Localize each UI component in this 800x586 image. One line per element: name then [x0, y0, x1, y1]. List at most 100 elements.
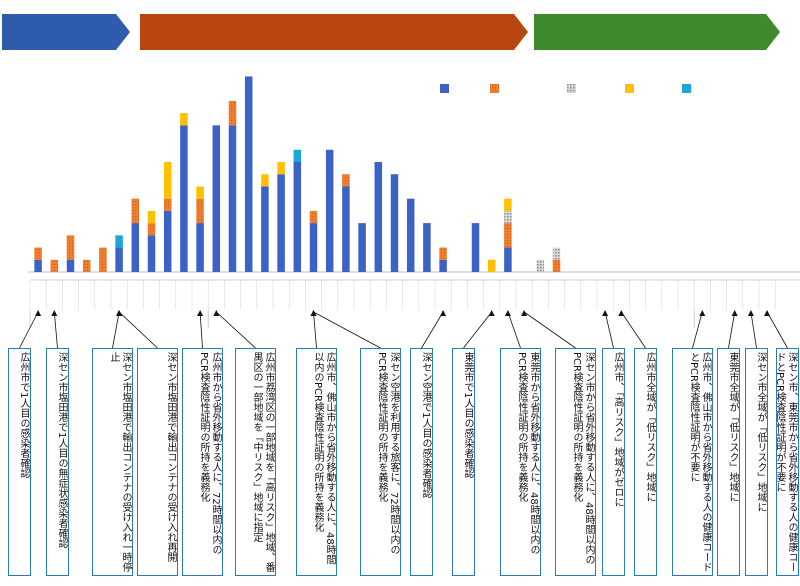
note-arrowhead — [747, 310, 754, 316]
bar-segment — [228, 100, 237, 126]
note-arrowhead — [504, 310, 511, 316]
bar-segment — [115, 235, 123, 248]
phase-arrow-1 — [2, 14, 130, 50]
bar-segment — [471, 223, 480, 272]
bar-segment — [196, 198, 204, 224]
event-note-18: 深セン市、東莞市から省外移動する人の健康コードとPCR検査陰性証明が不要に — [776, 348, 799, 576]
bar-segment — [261, 174, 269, 187]
bar-segment — [115, 247, 123, 272]
event-note-16: 東莞市全域が「低リスク」地域に — [717, 348, 740, 576]
legend-swatch — [625, 84, 634, 93]
bar-segment — [439, 259, 447, 272]
note-arrowhead — [51, 310, 58, 316]
bar-segment — [504, 198, 512, 211]
event-note-8: 深セン空港を利用する旅客に、72時間以内のPCR検査陰性証明の所持を義務化 — [360, 348, 401, 576]
note-connector — [216, 311, 256, 349]
bar-segment — [228, 125, 237, 272]
event-note-7: 広州市、佛山市から省外移動する人に、48時間以内のPCR検査陰性証明の所持を義務… — [296, 348, 337, 576]
event-note-10: 東莞市で1人目の感染者確認 — [452, 348, 475, 576]
note-connector — [112, 311, 120, 349]
bar-segment — [487, 259, 496, 272]
bar-segment — [147, 235, 156, 272]
note-arrowhead — [116, 310, 123, 316]
event-note-2: 深セン市塩田港で1人目の無症状感染者確認 — [46, 348, 69, 576]
note-arrowhead — [310, 310, 317, 316]
note-arrowhead — [521, 310, 528, 316]
note-connector — [463, 311, 493, 349]
bar-segment — [131, 223, 140, 272]
note-arrowhead — [197, 310, 204, 316]
event-note-5: 広州市から省外移動する人に、72時間以内のPCR検査陰性証明の所持を義務化 — [182, 348, 223, 576]
bar-segment — [147, 210, 156, 224]
bar-segment — [277, 162, 285, 175]
legend-swatch — [567, 84, 576, 93]
note-arrowhead — [213, 310, 220, 316]
note-arrowhead — [440, 310, 447, 316]
note-connector — [523, 311, 576, 349]
note-connector — [750, 311, 757, 349]
bar-segment — [552, 259, 561, 272]
bar-segment — [309, 210, 318, 224]
bar-segment — [536, 259, 545, 272]
note-arrowhead — [731, 310, 738, 316]
note-arrowhead — [35, 310, 42, 316]
note-arrowhead — [618, 310, 625, 316]
bar-segment — [325, 149, 334, 272]
bar-segment — [131, 198, 140, 224]
bar-segment — [244, 76, 253, 272]
event-note-17: 深セン市全域が「低リスク」地域に — [745, 348, 768, 576]
note-arrowhead — [699, 310, 706, 316]
note-arrowhead — [488, 310, 495, 316]
bar-segment — [180, 113, 188, 126]
bar-segment — [212, 125, 221, 272]
note-connector — [507, 311, 521, 349]
bar-segment — [552, 247, 561, 260]
bar-segment — [82, 259, 91, 272]
event-note-6: 広州市荔湾区の一部地域を「高リスク」地域、番禺区の一部地域を「中リスク」地域に指… — [235, 348, 276, 576]
bar-segment — [66, 235, 75, 260]
note-arrowhead — [764, 310, 771, 316]
note-connector — [604, 311, 614, 349]
event-note-11: 東莞市から省外移動する人に、48時間以内のPCR検査陰性証明の所持を義務化 — [500, 348, 541, 576]
bar-segment — [504, 247, 512, 272]
bar-segment — [293, 149, 302, 162]
note-connector — [421, 311, 444, 349]
legend-swatch — [440, 84, 449, 93]
bar-segment — [147, 223, 156, 236]
event-note-12: 深セン市から省外移動する人に、48時間以内のPCR検査陰性証明の所持を義務化 — [555, 348, 596, 576]
bar-segment — [423, 223, 431, 272]
note-connector — [313, 311, 317, 349]
note-connector — [766, 311, 788, 349]
bar-segment — [66, 259, 75, 272]
bar-segment — [504, 210, 512, 224]
event-note-4: 深セン市塩田港で輸出コンテナの受け入れ再開 — [137, 348, 178, 576]
bar-segment — [196, 186, 204, 199]
bar-segment — [342, 174, 350, 187]
event-note-1: 広州市で1人目の感染者確認 — [8, 348, 31, 576]
note-connector — [19, 311, 39, 349]
event-note-15: 広州市、佛山市から省外移動する人の健康コードとPCR検査陰性証明が不要に — [672, 348, 713, 576]
bar-segment — [163, 210, 172, 272]
bar-segment — [439, 247, 447, 260]
event-note-14: 広州市全域が「低リスク」地域に — [634, 348, 657, 576]
phase-arrow-2 — [140, 14, 528, 50]
note-connector — [620, 311, 646, 349]
bar-segment — [50, 259, 59, 272]
note-connector — [313, 311, 381, 349]
bar-segment — [196, 223, 204, 272]
bar-segment — [504, 223, 512, 248]
bar-segment — [277, 174, 285, 272]
bar-segment — [406, 198, 415, 272]
note-connector — [728, 311, 736, 349]
note-connector — [199, 311, 203, 349]
bar-segment — [180, 125, 188, 272]
bar-segment — [34, 247, 42, 260]
bar-segment — [342, 186, 350, 272]
note-connector — [118, 311, 158, 349]
bar-segment — [309, 223, 318, 272]
bar-segment — [163, 162, 172, 199]
event-note-9: 深セン空港で1人目の感染者確認 — [410, 348, 433, 576]
note-arrowhead — [602, 310, 609, 316]
